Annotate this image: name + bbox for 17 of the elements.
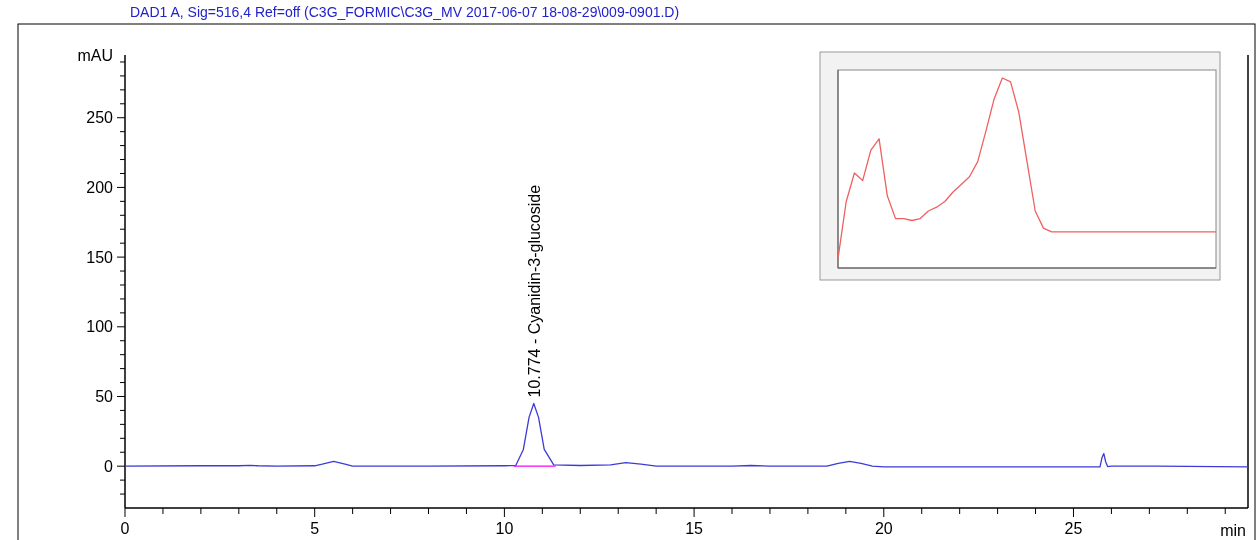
x-tick-label: 5 [310,520,320,537]
annotation: 10.774 - Cyanidin-3-glucoside [525,184,543,398]
y-tick-label: 50 [95,388,114,406]
x-tick-label: 10 [495,520,514,537]
x-tick-label: 0 [120,520,130,537]
x-tick-label: 25 [1064,520,1083,537]
y-axis-title: mAU [77,47,113,64]
y-tick-label: 200 [86,179,114,197]
y-tick-label: 100 [86,318,114,336]
line-series [124,402,1249,468]
y-tick-label: 150 [86,248,114,266]
y-tick-label: 250 [86,109,114,127]
x-axis-title: min [1220,522,1246,539]
y-tick-label: 0 [104,457,114,475]
x-tick-label: 20 [874,520,893,537]
x-tick-label: 15 [685,520,704,537]
chart-title: DAD1 A, Sig=516,4 Ref=off (C3G_FORMIC\C3G_MV 2017-06-07 18-08-29\009-0901.D) [130,4,680,20]
